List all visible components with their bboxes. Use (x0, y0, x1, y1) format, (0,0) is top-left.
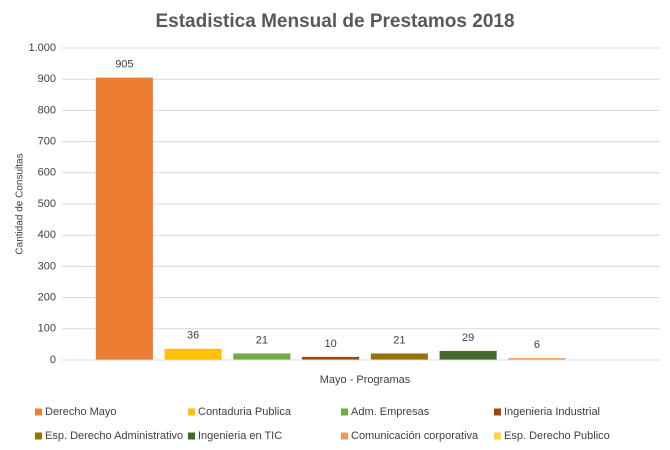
x-tick-label: Mayo - Programas (320, 374, 411, 386)
data-label: 905 (115, 59, 133, 71)
y-tick-label: 200 (38, 292, 56, 304)
data-label: 21 (256, 334, 268, 346)
y-tick-label: 500 (38, 198, 56, 210)
legend-swatch (188, 432, 195, 440)
legend-swatch (341, 408, 348, 416)
bar (164, 348, 222, 360)
y-tick-label: 0 (50, 354, 56, 366)
legend-swatch (341, 432, 348, 440)
y-tick-label: 400 (38, 229, 56, 241)
legend-swatch (188, 408, 195, 416)
y-tick-label: 800 (38, 104, 56, 116)
bar (370, 353, 428, 360)
legend-swatch (494, 408, 501, 416)
legend-swatch (494, 432, 501, 440)
legend-swatch (35, 408, 42, 416)
legend-label: Contaduria Publica (198, 406, 292, 418)
bar (233, 353, 291, 360)
data-label: 21 (393, 334, 405, 346)
bar (439, 350, 497, 360)
data-label: 36 (187, 330, 199, 342)
bar (95, 77, 153, 360)
bar (302, 356, 360, 360)
legend-label: Esp. Derecho Administrativo (45, 430, 183, 442)
y-axis-label: Cantidad de Consultas (15, 153, 26, 254)
legend-label: Adm. Empresas (351, 406, 430, 418)
chart-title: Estadistica Mensual de Prestamos 2018 (155, 11, 514, 32)
data-label: 29 (462, 332, 474, 344)
legend-label: Ingenieria en TIC (198, 430, 282, 442)
y-tick-label: 900 (38, 73, 56, 85)
y-tick-label: 1.000 (28, 42, 56, 54)
data-label: 10 (325, 338, 337, 350)
y-tick-label: 600 (38, 167, 56, 179)
y-tick-label: 700 (38, 136, 56, 148)
legend-swatch (35, 432, 42, 440)
legend-label: Ingenieria Industrial (504, 406, 600, 418)
legend-label: Comunicación corporativa (351, 430, 479, 442)
legend-label: Derecho Mayo (45, 406, 117, 418)
y-tick-label: 100 (38, 323, 56, 335)
bar (508, 358, 566, 360)
y-tick-label: 300 (38, 260, 56, 272)
data-label: 6 (534, 339, 540, 351)
legend-label: Esp. Derecho Publico (504, 430, 610, 442)
